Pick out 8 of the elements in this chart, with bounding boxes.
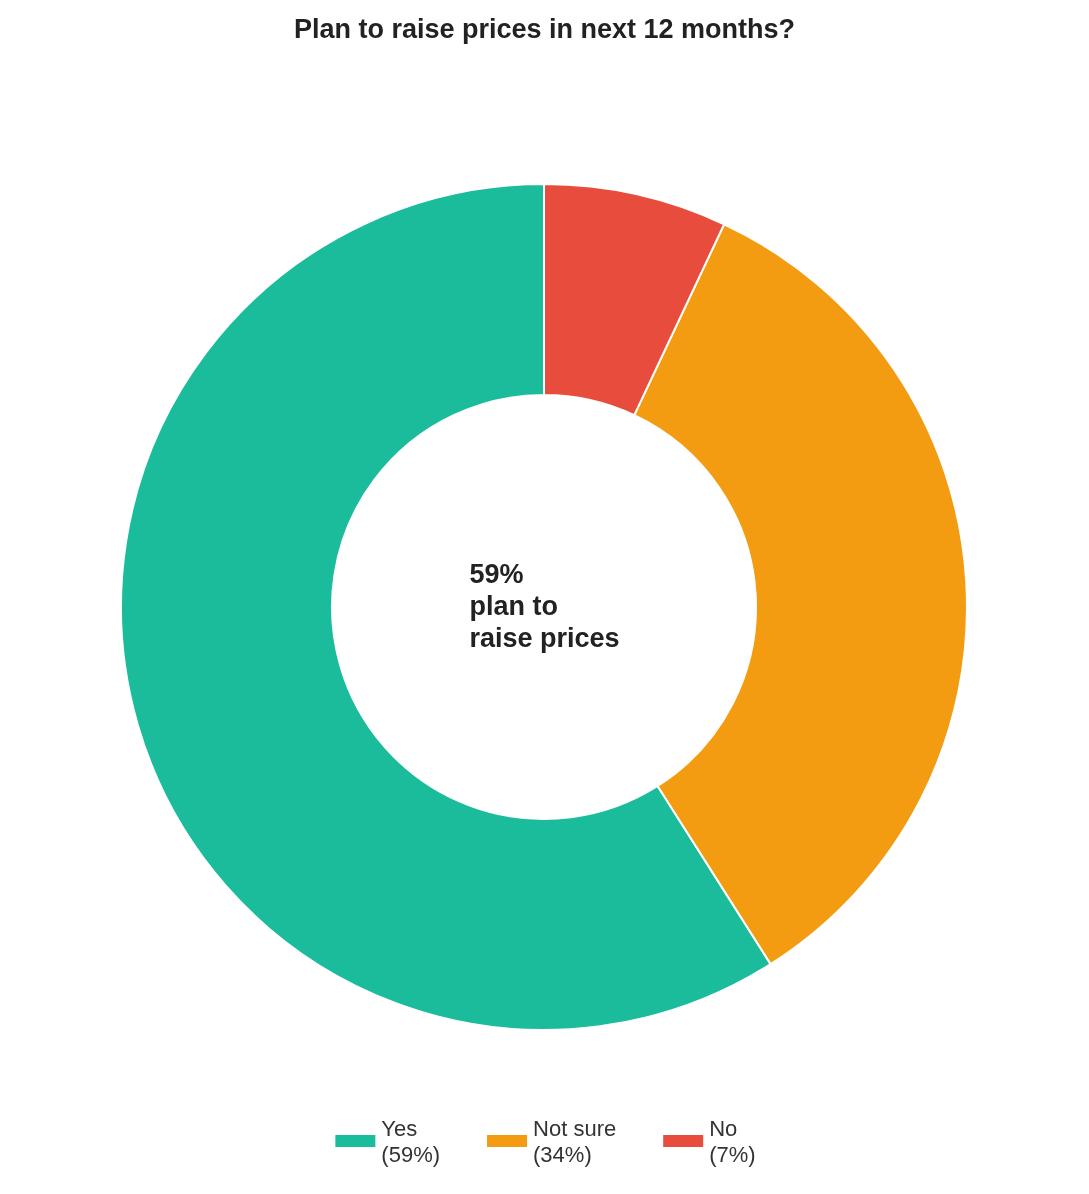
data-label: (59%) [381, 1141, 441, 1167]
legend-label: Yes [381, 1115, 418, 1141]
data-label: (34%) [533, 1141, 592, 1167]
text: 59% plan to raise prices [469, 559, 620, 653]
data-label: (7%) [709, 1141, 756, 1167]
legend-label: No [709, 1115, 738, 1141]
chart-title: Plan to raise prices in next 12 months? [293, 13, 796, 44]
legend-label: Not sure [533, 1115, 617, 1141]
